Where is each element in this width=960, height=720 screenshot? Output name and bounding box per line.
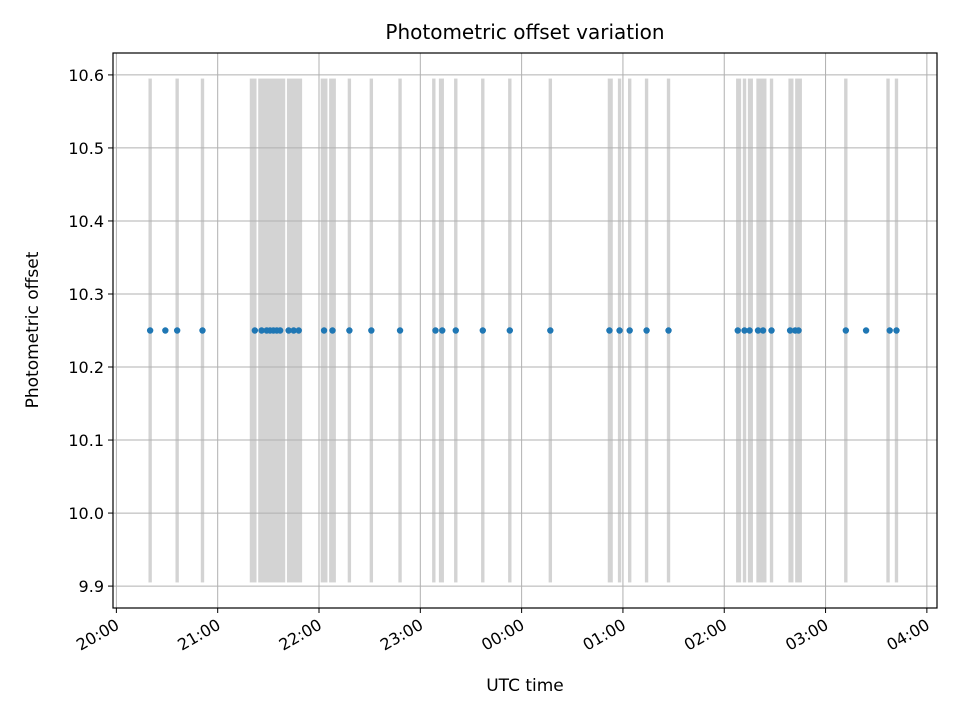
y-tick-label: 10.4 bbox=[68, 212, 104, 231]
x-tick-label: 20:00 bbox=[73, 615, 122, 655]
points-layer bbox=[146, 327, 900, 334]
data-point bbox=[396, 327, 404, 334]
data-point bbox=[162, 327, 169, 334]
data-point bbox=[276, 327, 284, 334]
data-point bbox=[741, 327, 748, 334]
x-axis: 20:00 21:00 22:00 23:00 00:00 01:00 02:00 03:00… bbox=[73, 608, 933, 655]
data-point bbox=[173, 327, 181, 334]
data-point bbox=[893, 327, 900, 334]
data-point bbox=[754, 327, 762, 334]
data-point bbox=[199, 327, 206, 334]
data-point bbox=[368, 327, 375, 334]
data-point bbox=[734, 327, 741, 334]
x-tick-label: 02:00 bbox=[681, 615, 730, 655]
data-point bbox=[146, 327, 154, 334]
data-point bbox=[295, 327, 302, 334]
x-tick-label: 00:00 bbox=[478, 615, 527, 655]
data-point bbox=[606, 327, 613, 334]
data-point bbox=[626, 327, 633, 334]
data-point bbox=[862, 327, 870, 334]
x-tick-label: 22:00 bbox=[276, 615, 325, 655]
x-tick-label: 03:00 bbox=[782, 615, 831, 655]
x-tick-label: 04:00 bbox=[883, 615, 932, 655]
grid-layer bbox=[113, 53, 937, 608]
data-point bbox=[479, 327, 486, 334]
data-point bbox=[795, 327, 802, 334]
data-point bbox=[759, 327, 767, 334]
data-point bbox=[432, 327, 439, 334]
x-tick-label: 01:00 bbox=[580, 615, 629, 655]
data-point bbox=[746, 327, 753, 334]
data-point bbox=[616, 327, 623, 334]
y-tick-label: 10.0 bbox=[68, 504, 104, 523]
data-point bbox=[842, 327, 850, 334]
chart-title: Photometric offset variation bbox=[385, 20, 664, 44]
data-point bbox=[665, 327, 672, 334]
data-point bbox=[320, 327, 328, 334]
data-point bbox=[886, 327, 893, 334]
data-point bbox=[768, 327, 775, 334]
y-axis-title: Photometric offset bbox=[23, 251, 43, 408]
y-tick-label: 9.9 bbox=[79, 577, 104, 596]
data-point bbox=[285, 327, 292, 334]
data-point bbox=[643, 327, 650, 334]
data-point bbox=[251, 327, 259, 334]
y-tick-label: 10.3 bbox=[68, 285, 104, 304]
plot-frame bbox=[112, 52, 938, 609]
data-point bbox=[290, 327, 297, 334]
y-tick-label: 10.5 bbox=[68, 139, 104, 158]
data-point bbox=[258, 327, 265, 334]
data-point bbox=[547, 327, 554, 334]
data-point bbox=[786, 327, 794, 334]
x-tick-label: 23:00 bbox=[377, 615, 426, 655]
data-point bbox=[506, 327, 514, 334]
data-point bbox=[452, 327, 459, 334]
data-point bbox=[329, 327, 336, 334]
x-tick-label: 21:00 bbox=[174, 615, 223, 655]
y-tick-label: 10.2 bbox=[68, 358, 104, 377]
data-point bbox=[346, 327, 353, 334]
y-tick-label: 10.1 bbox=[68, 431, 104, 450]
x-axis-title: UTC time bbox=[486, 676, 564, 696]
y-axis: 9.9 10.0 10.1 10.2 10.3 10.4 10.5 10.6 bbox=[68, 66, 113, 596]
data-point bbox=[439, 327, 446, 334]
y-tick-label: 10.6 bbox=[68, 66, 104, 85]
